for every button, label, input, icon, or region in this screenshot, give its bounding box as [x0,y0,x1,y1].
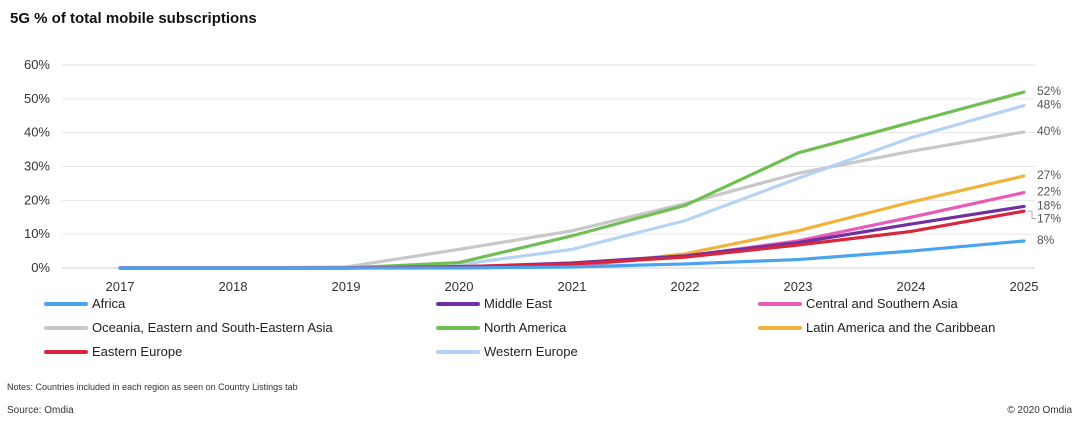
end-data-label: 27% [1037,168,1061,182]
legend-item: Eastern Europe [44,344,182,359]
end-data-label: 52% [1037,84,1061,98]
y-tick-label: 30% [24,159,50,174]
x-tick-label: 2017 [106,279,135,294]
legend-swatch [758,325,802,330]
legend-swatch [44,325,88,330]
legend-item: Western Europe [436,344,578,359]
legend-label: Africa [92,296,126,311]
x-tick-label: 2020 [445,279,474,294]
legend-item: Africa [44,296,125,311]
end-data-label: 8% [1037,233,1055,247]
series-line-north-america [118,90,1026,270]
x-tick-label: 2019 [332,279,361,294]
series-line-eastern-europe [118,209,1026,270]
legend-label: Eastern Europe [92,344,183,359]
legend-swatch [436,349,480,354]
legend-label: Oceania, Eastern and South-Eastern Asia [92,320,333,335]
y-tick-label: 50% [24,91,50,106]
end-data-label: 40% [1037,124,1061,138]
notes-text: Notes: Countries included in each region… [7,382,298,392]
legend-label: Western Europe [484,344,578,359]
legend-label: North America [484,320,567,335]
legend-label: Middle East [484,296,552,311]
end-data-label: 22% [1037,185,1061,199]
copyright-text: © 2020 Omdia [1007,405,1072,416]
legend-item: Central and Southern Asia [758,296,958,311]
legend-swatch [436,301,480,306]
x-tick-label: 2021 [558,279,587,294]
x-tick-label: 2023 [784,279,813,294]
series-lines [118,90,1026,270]
data-labels: 52%48% 40% 27% 22%18%17% 8% [1028,84,1061,247]
leader-line [1028,210,1036,219]
line-chart: 0% 10% 20% 30% 40% 50% 60% 2017 2018 2019 2020 2021… [24,57,1061,294]
legend-label: Latin America and the Caribbean [806,320,996,335]
y-tick-label: 40% [24,125,50,140]
legend-swatch [44,349,88,354]
chart-title: 5G % of total mobile subscriptions [10,10,257,27]
x-tick-label: 2025 [1010,279,1039,294]
x-tick-label: 2018 [219,279,248,294]
legend-item: Oceania, Eastern and South-Eastern Asia [44,320,333,335]
y-tick-label: 60% [24,57,50,72]
legend-item: Middle East [436,296,552,311]
y-tick-label: 0% [31,260,50,275]
axes: 0% 10% 20% 30% 40% 50% 60% 2017 2018 2019 2020 2021… [24,57,1038,294]
legend-swatch [436,325,480,330]
legend-item: North America [436,320,566,335]
legend-label: Central and Southern Asia [806,296,958,311]
legend-swatch [758,301,802,306]
legend-item: Latin America and the Caribbean [758,320,995,335]
end-data-label: 48% [1037,98,1061,112]
legend-swatch [44,301,88,306]
series-line-africa [118,239,1026,270]
x-tick-label: 2024 [897,279,926,294]
x-tick-label: 2022 [671,279,700,294]
source-text: Source: Omdia [7,405,74,416]
end-data-label: 18% [1037,198,1061,212]
y-tick-label: 20% [24,192,50,207]
end-data-label: 17% [1037,211,1061,225]
y-tick-label: 10% [24,226,50,241]
